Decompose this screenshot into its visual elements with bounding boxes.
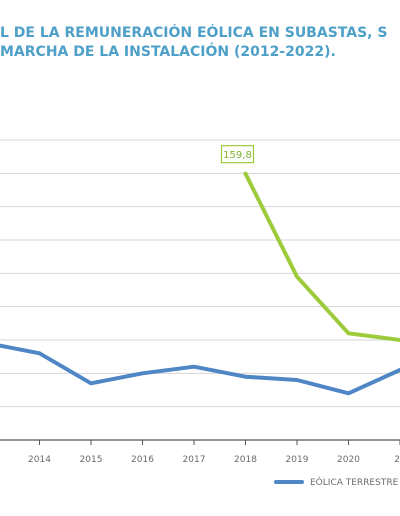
x-tick-label: 2018 xyxy=(234,455,257,465)
x-tick-label: 2014 xyxy=(28,455,51,465)
chart-title-line-1: L DE LA REMUNERACIÓN EÓLICA EN SUBASTAS,… xyxy=(0,25,388,41)
data-labels: 159,8 xyxy=(220,145,255,164)
data-label-box xyxy=(220,145,255,164)
series-lines xyxy=(0,171,400,396)
legend-label-terrestre: EÓLICA TERRESTRE xyxy=(310,476,399,488)
x-tick-label: 2015 xyxy=(80,455,103,465)
series-line-terrestre xyxy=(0,343,400,396)
chart-title-line-2: MARCHA DE LA INSTALACIÓN (2012-2022). xyxy=(0,44,336,60)
x-tick-label: 2019 xyxy=(286,455,309,465)
x-tick-label: 2016 xyxy=(131,455,154,465)
chart-title: L DE LA REMUNERACIÓN EÓLICA EN SUBASTAS,… xyxy=(0,24,400,62)
x-tick-label: 2017 xyxy=(183,455,206,465)
x-axis: 201420152016201720182019202020 xyxy=(0,439,400,465)
grid-lines xyxy=(0,139,400,408)
series-line-marina xyxy=(243,171,400,342)
data-label: 159,8 xyxy=(223,150,252,161)
legend: EÓLICA TERRESTRE xyxy=(274,476,399,488)
x-tick-label: 2020 xyxy=(337,455,360,465)
x-tick-label: 20 xyxy=(394,455,400,465)
